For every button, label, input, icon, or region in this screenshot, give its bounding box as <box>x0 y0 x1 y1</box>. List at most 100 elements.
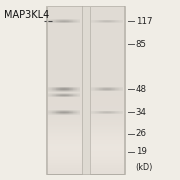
Bar <box>47 103 82 105</box>
Bar <box>72 21 73 22</box>
Bar <box>79 94 80 95</box>
Bar <box>58 91 59 92</box>
Bar <box>51 22 52 23</box>
Bar <box>64 113 65 114</box>
Bar <box>61 110 62 111</box>
Bar <box>68 88 69 89</box>
Bar <box>104 113 105 114</box>
Bar <box>47 50 82 51</box>
Bar <box>73 90 74 91</box>
Bar <box>57 113 58 114</box>
Bar <box>75 90 76 91</box>
Bar <box>79 87 80 88</box>
Bar <box>78 88 79 89</box>
Bar <box>47 60 82 61</box>
Bar <box>104 88 105 89</box>
Bar <box>56 94 57 95</box>
Bar <box>72 19 73 20</box>
Bar <box>90 31 124 33</box>
Bar <box>98 113 99 114</box>
Bar <box>90 20 124 22</box>
Bar <box>95 112 96 113</box>
Bar <box>78 93 79 94</box>
Bar <box>47 157 82 158</box>
Bar <box>73 19 74 20</box>
Bar <box>94 111 95 112</box>
Bar <box>47 29 82 30</box>
Bar <box>90 144 124 146</box>
Bar <box>107 113 108 114</box>
Bar <box>116 87 117 88</box>
Bar <box>92 111 93 112</box>
Bar <box>70 95 71 96</box>
Bar <box>47 129 82 130</box>
Bar <box>74 111 75 112</box>
Bar <box>90 171 124 173</box>
Bar <box>48 93 49 94</box>
Bar <box>53 88 54 89</box>
Bar <box>117 87 118 88</box>
Bar <box>55 94 56 95</box>
Bar <box>75 113 76 114</box>
Bar <box>69 93 70 94</box>
Bar <box>100 88 101 89</box>
Bar <box>118 112 119 113</box>
Bar <box>47 61 82 62</box>
Bar <box>108 88 109 89</box>
Bar <box>90 50 124 51</box>
Bar <box>52 112 53 113</box>
Bar <box>59 21 60 22</box>
Bar <box>91 113 92 114</box>
Bar <box>61 88 62 89</box>
Bar <box>90 29 124 30</box>
Bar <box>47 140 82 141</box>
Bar <box>94 89 95 90</box>
Bar <box>56 88 57 89</box>
Bar <box>112 113 113 114</box>
Bar <box>115 87 116 88</box>
Bar <box>69 95 70 96</box>
Bar <box>92 113 93 114</box>
Bar <box>54 20 55 21</box>
Bar <box>121 89 122 90</box>
Bar <box>53 96 54 97</box>
Bar <box>76 22 77 23</box>
Bar <box>49 110 50 111</box>
Bar <box>116 89 117 90</box>
Bar <box>90 102 124 103</box>
Bar <box>122 113 123 114</box>
Bar <box>76 112 77 113</box>
Bar <box>66 22 67 23</box>
Bar <box>58 21 59 22</box>
Bar <box>114 89 115 90</box>
Bar <box>90 91 124 92</box>
Bar <box>90 141 124 143</box>
Bar <box>114 88 115 89</box>
Bar <box>71 22 72 23</box>
Bar <box>79 112 80 113</box>
Bar <box>108 90 109 91</box>
Bar <box>95 89 96 90</box>
Bar <box>47 167 82 168</box>
Bar <box>90 96 124 98</box>
Bar <box>60 95 61 96</box>
Bar <box>90 167 124 168</box>
Bar <box>47 102 82 103</box>
Bar <box>101 88 102 89</box>
Bar <box>110 90 111 91</box>
Bar <box>90 134 124 136</box>
Bar <box>59 91 60 92</box>
Bar <box>90 136 124 137</box>
Bar <box>47 41 82 43</box>
Bar <box>112 88 113 89</box>
Bar <box>47 69 82 71</box>
Text: (kD): (kD) <box>136 163 153 172</box>
Bar <box>67 96 68 97</box>
Bar <box>69 19 70 20</box>
Bar <box>47 44 82 46</box>
Bar <box>71 89 72 90</box>
Bar <box>74 110 75 111</box>
Bar <box>90 156 124 157</box>
Bar <box>62 87 63 88</box>
Bar <box>77 20 78 21</box>
